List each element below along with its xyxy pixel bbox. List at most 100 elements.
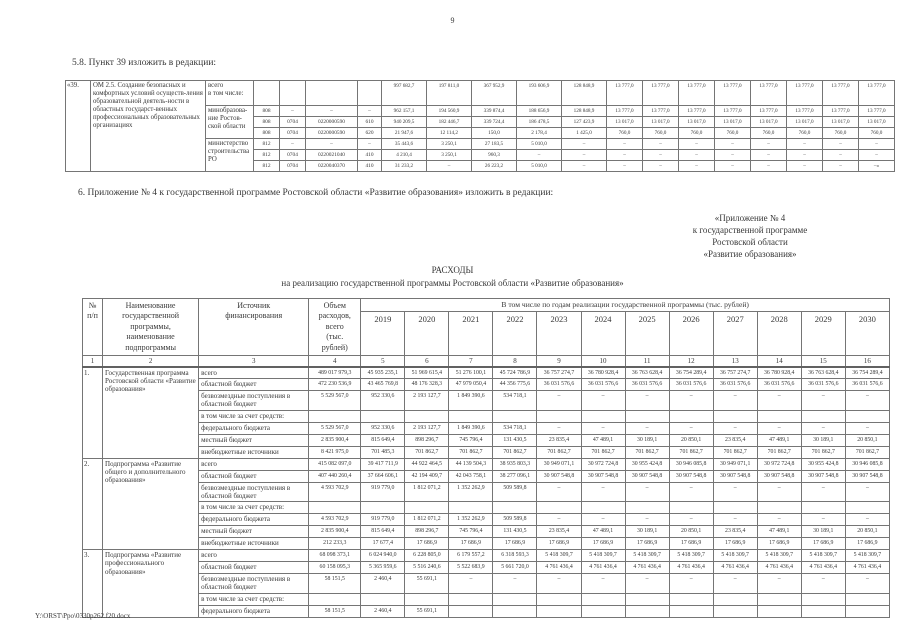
value-cell: – xyxy=(786,149,823,161)
col-header-years-span: В том числе по годам реализации государс… xyxy=(360,298,890,312)
value-cell: 13 017,0 xyxy=(642,116,679,128)
column-number-cell: 1 xyxy=(81,355,104,368)
expense-row: в том числе за счет средств: xyxy=(83,592,891,606)
value-cell: 51 969 615,4 xyxy=(404,366,450,379)
expenses-title-line-2: на реализацию государственной программы … xyxy=(281,278,624,289)
value-cell: 13 017,0 xyxy=(714,116,751,128)
value-cell xyxy=(404,501,450,514)
value-cell: 17 686,9 xyxy=(756,537,802,550)
value-cell: 128 848,9 xyxy=(561,105,607,117)
value-cell: – xyxy=(536,481,582,502)
value-cell: – xyxy=(492,573,538,594)
value-cell: 30 955 424,8 xyxy=(624,457,670,471)
value-cell xyxy=(668,409,714,423)
code-cell: 610 xyxy=(357,116,382,128)
value-cell: 20 850,1 xyxy=(844,525,891,538)
value-cell: 534 718,1 xyxy=(492,390,538,411)
value-cell: – xyxy=(580,513,626,526)
column-number-cell: 9 xyxy=(536,355,582,368)
value-cell: 194 560,9 xyxy=(426,105,472,117)
value-cell: 47 489,1 xyxy=(756,525,802,538)
value-cell: 30 972 724,8 xyxy=(756,457,802,471)
value-cell: – xyxy=(844,513,891,526)
colnum-row: 1 2 3 4 5 6 7 8 9 10 11 12 13 14 15 16 xyxy=(81,355,891,368)
value-cell: 30 907 548,8 xyxy=(624,469,670,483)
value-cell xyxy=(308,592,362,606)
value-cell: 30 907 548,8 xyxy=(800,469,846,483)
source-label-cell: всего в том числе: xyxy=(205,80,254,106)
activity-name-cell: ОМ 2.5. Создание безопасных и комфортных… xyxy=(90,80,206,172)
column-number-cell: 12 xyxy=(668,355,714,368)
program-name-cell: Подпрограмма «Развитие профессионального… xyxy=(102,549,200,618)
expense-row: внебюджетные источники 8 421 975,0 701 485… xyxy=(83,445,891,459)
value-cell xyxy=(800,592,846,606)
value-cell: 1 812 071,2 xyxy=(404,481,450,502)
value-cell: 36 754 289,4 xyxy=(844,366,891,379)
value-cell: 760,0 xyxy=(642,127,679,139)
funding-source-cell: всего xyxy=(198,457,310,471)
value-cell: 55 691,1 xyxy=(404,604,450,618)
value-cell: 4 210,4 xyxy=(381,149,427,161)
column-number-cell: 13 xyxy=(712,355,758,368)
value-cell: 36 757 274,7 xyxy=(536,366,582,379)
value-cell: 30 946 085,8 xyxy=(844,457,891,471)
value-cell: 919 779,0 xyxy=(360,481,406,502)
code-cell xyxy=(279,80,306,106)
funding-source-cell: в том числе за счет средств: xyxy=(198,409,310,423)
row-number-cell: «39. xyxy=(65,80,91,172)
value-cell: – xyxy=(624,573,670,594)
value-cell: 960,3 xyxy=(471,149,517,161)
funding-source-cell: областной бюджет xyxy=(198,561,310,574)
code-cell: 0704 xyxy=(279,149,306,161)
value-cell: 35 443,6 xyxy=(381,138,427,150)
value-cell: 36 757 274,7 xyxy=(712,366,758,379)
value-cell: – xyxy=(536,573,582,594)
value-cell: 509 589,8 xyxy=(492,481,538,502)
value-cell: 6 228 805,0 xyxy=(404,549,450,562)
expenses-title-line-1: РАСХОДЫ xyxy=(431,265,474,275)
value-cell: 36 031 576,6 xyxy=(624,378,670,391)
value-cell xyxy=(756,604,802,618)
value-cell: 3 250,1 xyxy=(426,149,472,161)
value-cell: 30 955 424,8 xyxy=(800,457,846,471)
source-label-cell: минобразова- ние Ростов- ской области xyxy=(205,105,254,139)
value-cell: 36 031 576,6 xyxy=(580,378,626,391)
value-cell: 2 460,4 xyxy=(360,604,406,618)
value-cell: – xyxy=(712,390,758,411)
value-cell xyxy=(712,409,758,423)
value-cell: 415 082 097,0 xyxy=(308,457,362,471)
year-header-cell: 2027 xyxy=(712,311,758,356)
value-cell: – xyxy=(678,160,715,172)
value-cell: 5 522 683,9 xyxy=(448,561,494,574)
value-cell: 21 947,6 xyxy=(381,127,427,139)
value-cell: 898 296,7 xyxy=(404,525,450,538)
value-cell: 760,0 xyxy=(786,127,823,139)
value-cell: – xyxy=(800,573,846,594)
value-cell: 5 529 567,0 xyxy=(308,421,362,435)
value-cell: 127 423,9 xyxy=(561,116,607,128)
expense-row: областной бюджет 60 158 095,3 5 365 959,6 5… xyxy=(83,561,891,574)
column-number-cell: 6 xyxy=(404,355,450,368)
value-cell: 51 276 100,1 xyxy=(448,366,494,379)
value-cell: 42 194 409,7 xyxy=(404,469,450,483)
value-cell: 2 835 900,4 xyxy=(308,525,362,538)
program-name-cell: Подпрограмма «Развитие общего и дополнит… xyxy=(102,457,200,550)
value-cell: 12 114,2 xyxy=(426,127,472,139)
value-cell: – xyxy=(606,149,643,161)
value-cell: 760,0 xyxy=(822,127,859,139)
value-cell: 17 686,9 xyxy=(536,537,582,550)
value-cell: 20 850,1 xyxy=(668,433,714,447)
value-cell: 701 862,7 xyxy=(492,445,538,459)
value-cell: 39 417 711,9 xyxy=(360,457,406,471)
value-cell xyxy=(580,501,626,514)
expense-row: безвозмездные поступления в областной бю… xyxy=(83,573,891,594)
funding-source-cell: всего xyxy=(198,549,310,562)
value-cell: – xyxy=(800,390,846,411)
value-cell: 5 418 309,7 xyxy=(580,549,626,562)
value-cell: 1 849 390,6 xyxy=(448,390,494,411)
punkt39-row: 812 0704 0220040370 410 31 233,2–26 223,2 5 0… xyxy=(66,160,895,172)
value-cell: 701 862,7 xyxy=(668,445,714,459)
value-cell xyxy=(492,501,538,514)
value-cell xyxy=(800,604,846,618)
value-cell: 30 907 548,8 xyxy=(712,469,758,483)
